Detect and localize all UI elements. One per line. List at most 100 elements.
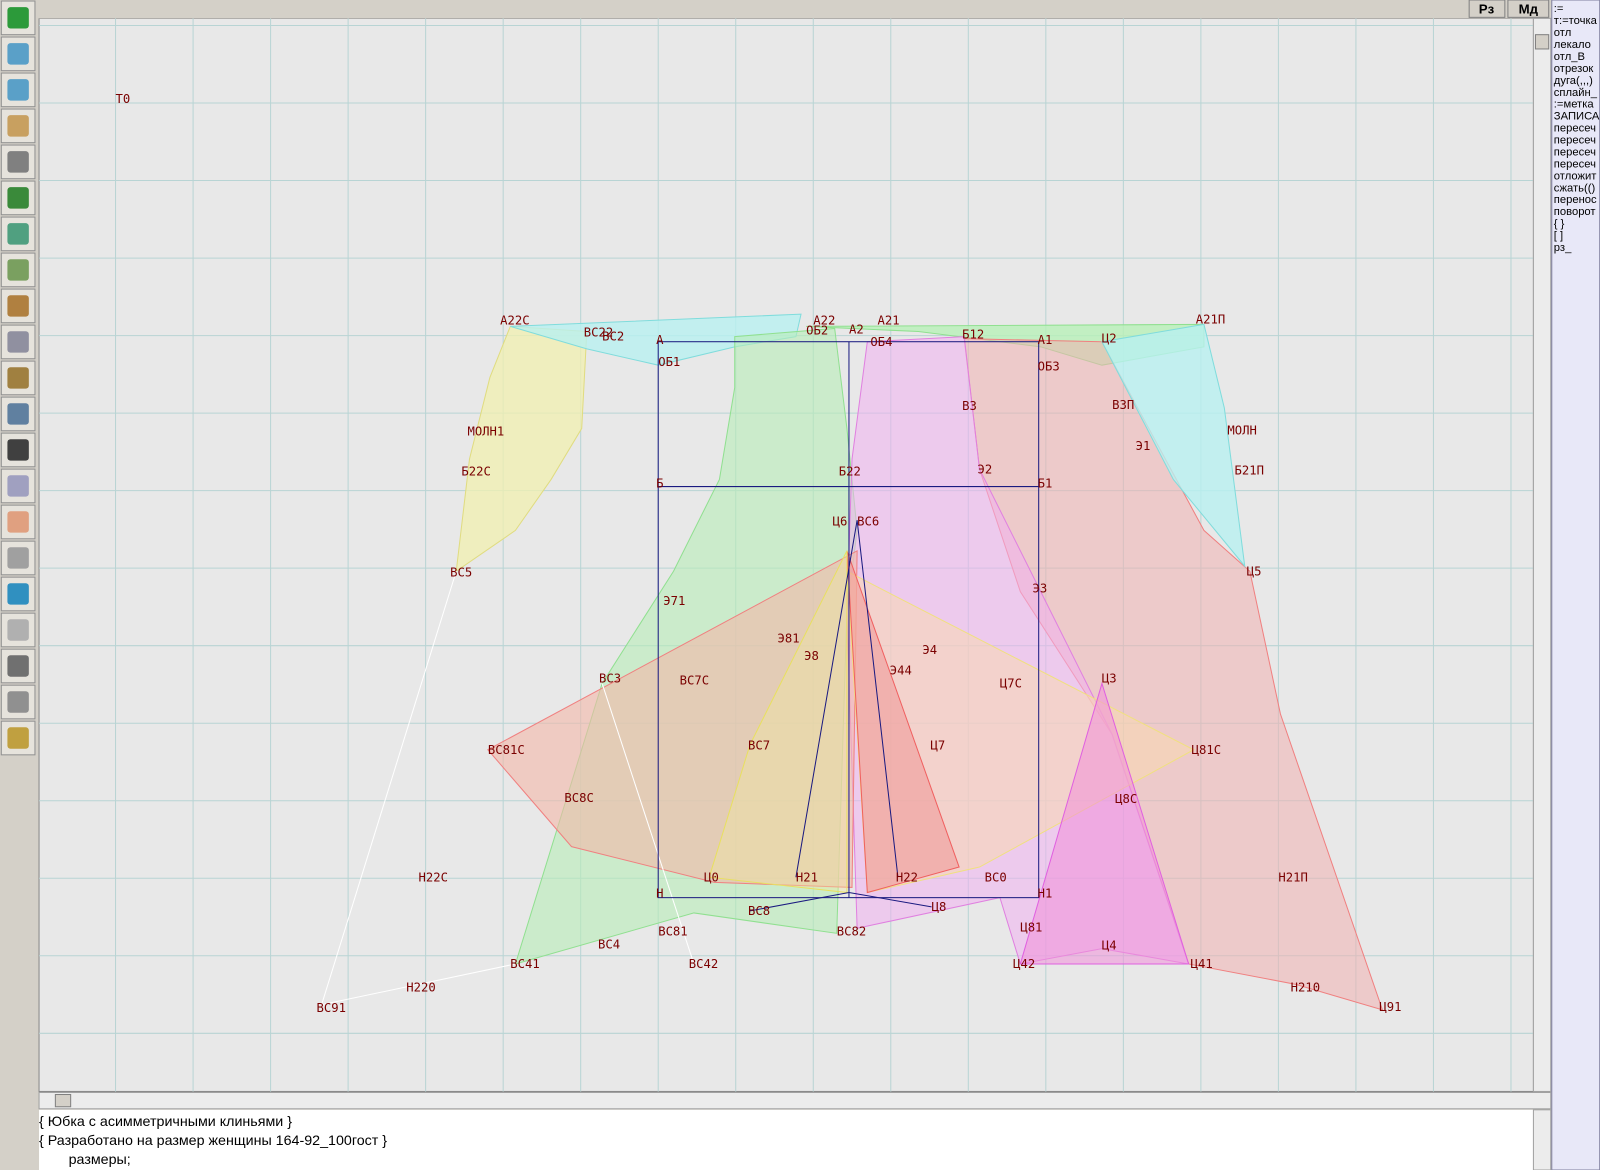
point-label: ВС82 bbox=[837, 924, 866, 938]
point-label: ВС5 bbox=[450, 565, 472, 579]
button[interactable] bbox=[1507, 0, 1550, 18]
command[interactable]: сжать(() bbox=[1554, 182, 1596, 194]
tool-icon bbox=[7, 727, 29, 749]
command[interactable]: отложит bbox=[1554, 170, 1597, 182]
button-label: Рз bbox=[1479, 1, 1495, 16]
code-line: размеры; bbox=[69, 1152, 131, 1168]
point-label: Н bbox=[656, 887, 663, 901]
tool-icon bbox=[7, 331, 29, 353]
point-label: Э1 bbox=[1136, 439, 1151, 453]
command-panel bbox=[1551, 0, 1600, 1170]
tool-icon bbox=[7, 79, 29, 101]
command[interactable]: лекало bbox=[1554, 39, 1591, 51]
point-label: Б22С bbox=[461, 464, 490, 478]
point-label: ОБ1 bbox=[658, 355, 680, 369]
command[interactable]: дуга(,,,) bbox=[1554, 75, 1593, 87]
point-label: ВС22 bbox=[584, 326, 613, 340]
point-label: Э8 bbox=[804, 649, 819, 663]
point-label: А22С bbox=[500, 313, 529, 327]
command[interactable]: поворот bbox=[1554, 206, 1596, 218]
command[interactable]: ЗАПИСА bbox=[1554, 111, 1600, 123]
point-label: Т0 bbox=[116, 92, 131, 106]
pattern-shapes bbox=[320, 313, 1384, 1011]
command[interactable]: сплайн_ bbox=[1554, 87, 1598, 99]
point-label: А21 bbox=[878, 313, 900, 327]
command[interactable]: [ ] bbox=[1554, 230, 1563, 242]
point-label: А1 bbox=[1038, 333, 1053, 347]
tool-icon bbox=[7, 115, 29, 137]
code-editor[interactable] bbox=[39, 1109, 1534, 1170]
command[interactable]: отрезок bbox=[1554, 63, 1594, 75]
tool-button[interactable] bbox=[0, 432, 36, 468]
command[interactable]: пересеч bbox=[1554, 158, 1596, 170]
button[interactable] bbox=[1468, 0, 1506, 18]
tool-icon bbox=[7, 691, 29, 713]
tool-icon bbox=[7, 511, 29, 533]
point-label: ВС42 bbox=[689, 957, 718, 971]
point-label: Э4 bbox=[922, 643, 937, 657]
command[interactable]: отл bbox=[1554, 27, 1571, 39]
point-label: Ц81 bbox=[1020, 920, 1042, 934]
point-label: А bbox=[656, 333, 664, 347]
point-label: ВС0 bbox=[985, 870, 1007, 884]
point-label: Б21П bbox=[1235, 463, 1264, 477]
command[interactable]: отл_В bbox=[1554, 51, 1585, 63]
point-label: Ц4 bbox=[1102, 939, 1117, 953]
tool-icon bbox=[7, 259, 29, 281]
command[interactable]: т:=точка bbox=[1554, 15, 1598, 27]
tool-icon bbox=[7, 151, 29, 173]
outline bbox=[320, 571, 516, 1006]
tool-icon bbox=[7, 403, 29, 425]
tool-icon bbox=[7, 439, 29, 461]
command[interactable]: пересеч bbox=[1554, 123, 1596, 135]
scroll-thumb[interactable] bbox=[54, 1094, 72, 1108]
point-label: Н210 bbox=[1291, 980, 1320, 994]
shape bbox=[455, 325, 588, 573]
point-label: Ц8С bbox=[1115, 792, 1137, 806]
tool-button[interactable] bbox=[0, 648, 36, 684]
tools bbox=[0, 0, 36, 756]
point-label: В3П bbox=[1112, 398, 1134, 412]
command[interactable]: перенос bbox=[1554, 194, 1597, 206]
command[interactable]: { } bbox=[1554, 218, 1565, 230]
command[interactable]: пересеч bbox=[1554, 135, 1596, 147]
point-label: ОБ4 bbox=[870, 335, 892, 349]
point-label: Ц7С bbox=[1000, 677, 1022, 691]
point-label: Ц42 bbox=[1013, 957, 1035, 971]
dart bbox=[795, 520, 899, 878]
command[interactable]: пересеч bbox=[1554, 146, 1596, 158]
tool-icon bbox=[7, 223, 29, 245]
point-label: ВС3 bbox=[599, 671, 621, 685]
point-label: Б12 bbox=[962, 328, 984, 342]
point-label: ВС4 bbox=[598, 938, 620, 952]
point-label: ВС41 bbox=[510, 957, 539, 971]
scroll-thumb[interactable] bbox=[1534, 34, 1550, 50]
tool-icon bbox=[7, 7, 29, 29]
point-label: Н22С bbox=[419, 870, 448, 884]
point-label: ОБ3 bbox=[1038, 359, 1060, 373]
point-label: Б22 bbox=[839, 464, 861, 478]
point-label: Ц6 bbox=[833, 514, 848, 528]
point-label: МОЛН1 bbox=[467, 425, 504, 439]
command[interactable]: := bbox=[1554, 3, 1564, 15]
point-label: Э81 bbox=[778, 632, 800, 646]
tool-icon bbox=[7, 367, 29, 389]
shape bbox=[1101, 323, 1246, 568]
v-scrollbar[interactable] bbox=[1532, 17, 1552, 1092]
point-label: ВС81С bbox=[488, 743, 525, 757]
point-label: В3 bbox=[962, 399, 977, 413]
point-label: Н1 bbox=[1038, 887, 1053, 901]
h-scrollbar[interactable] bbox=[38, 1091, 1552, 1110]
code-line: { Разработано на размер женщины 164-92_1… bbox=[39, 1133, 387, 1149]
tool-icon bbox=[7, 583, 29, 605]
point-label: Ц3 bbox=[1102, 671, 1117, 685]
editor-lines: { Юбка с асимметричными клиньями } { Разр… bbox=[39, 1114, 387, 1168]
point-label: Ц8 bbox=[932, 900, 947, 914]
command[interactable]: рз_ bbox=[1554, 242, 1572, 254]
editor-scrollbar[interactable] bbox=[1532, 1109, 1552, 1170]
command[interactable]: :=метка bbox=[1554, 99, 1595, 111]
top-bar bbox=[0, 0, 1600, 19]
